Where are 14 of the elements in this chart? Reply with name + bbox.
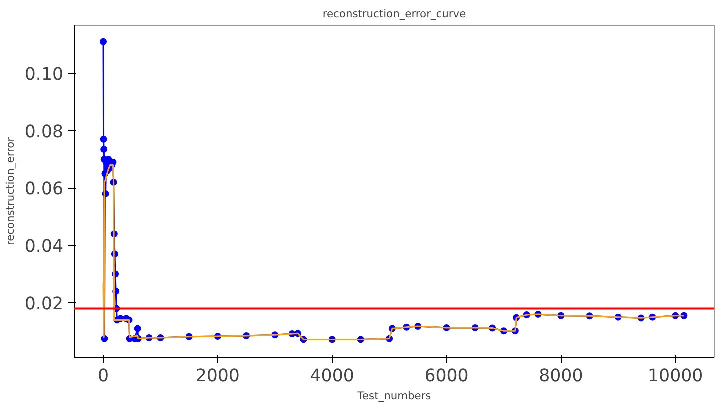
y-tick-label: 0.04 [24,237,64,258]
y-tick-label: 0.10 [24,64,64,85]
x-tick-label: 6000 [424,366,469,386]
y-tick-label: 0.08 [24,122,64,142]
x-tick-label: 0 [98,366,110,386]
y-tick-label: 0.02 [24,294,64,314]
x-axis-title: Test_numbers [356,390,432,402]
x-tick-label: 2000 [196,366,240,386]
x-tick-label: 4000 [310,366,354,386]
y-axis-title: reconstruction_error [4,136,17,246]
x-tick-label: 8000 [539,366,584,386]
y-tick-label: 0.06 [24,180,64,200]
chart-title: reconstruction_error_curve [322,8,466,20]
x-tick-label: 10000 [648,366,704,386]
